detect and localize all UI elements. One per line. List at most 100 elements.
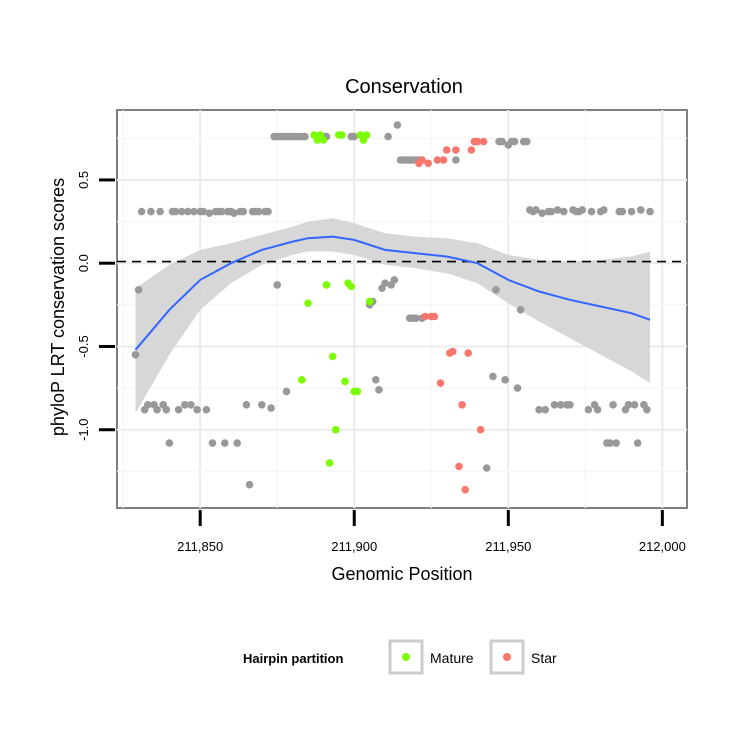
point-other bbox=[618, 207, 627, 216]
legend-title: Hairpin partition bbox=[243, 651, 343, 666]
point-other bbox=[482, 464, 491, 472]
point-other bbox=[489, 372, 497, 381]
point-mature bbox=[332, 425, 340, 434]
y-axis-title: phyloP LRT conservation scores bbox=[48, 178, 68, 436]
point-other bbox=[584, 405, 593, 414]
point-mature bbox=[362, 131, 371, 139]
point-other bbox=[627, 207, 636, 216]
point-other bbox=[547, 207, 556, 216]
point-star bbox=[418, 156, 426, 164]
point-mature bbox=[328, 352, 337, 361]
point-other bbox=[516, 306, 525, 314]
point-other bbox=[254, 207, 263, 216]
point-star bbox=[449, 347, 457, 356]
point-other bbox=[258, 401, 266, 409]
point-other bbox=[501, 376, 510, 384]
point-star bbox=[424, 159, 433, 168]
point-star bbox=[473, 137, 482, 146]
point-other bbox=[587, 207, 596, 216]
point-other bbox=[190, 207, 198, 216]
point-other bbox=[375, 386, 383, 394]
legend-star-marker bbox=[503, 653, 511, 661]
confidence-band bbox=[135, 218, 650, 414]
point-other bbox=[202, 405, 211, 414]
point-other bbox=[566, 401, 574, 409]
point-other bbox=[637, 206, 645, 214]
point-star bbox=[421, 312, 429, 321]
point-other bbox=[510, 137, 519, 146]
x-axis-title: Genomic Position bbox=[331, 564, 472, 584]
point-other bbox=[560, 207, 568, 216]
point-star bbox=[467, 146, 476, 154]
point-other bbox=[208, 439, 217, 447]
point-star bbox=[433, 156, 442, 164]
point-other bbox=[174, 405, 183, 414]
point-other bbox=[550, 401, 559, 409]
point-other bbox=[156, 207, 164, 216]
point-mature bbox=[298, 376, 306, 384]
point-other bbox=[523, 137, 531, 146]
point-other bbox=[390, 276, 399, 284]
point-other bbox=[492, 286, 500, 294]
legend: Hairpin partition Mature Star bbox=[243, 639, 557, 675]
x-tick-label: 212,000 bbox=[639, 539, 686, 554]
legend-mature-label: Mature bbox=[430, 650, 474, 666]
point-other bbox=[187, 401, 195, 409]
point-other bbox=[134, 286, 143, 294]
point-other bbox=[609, 401, 617, 409]
point-other bbox=[233, 439, 241, 447]
point-other bbox=[221, 439, 229, 447]
point-other bbox=[193, 405, 201, 414]
point-other bbox=[144, 401, 152, 409]
point-other bbox=[245, 480, 254, 489]
legend-star-label: Star bbox=[531, 650, 557, 666]
point-other bbox=[513, 384, 522, 392]
point-other bbox=[606, 439, 614, 447]
point-other bbox=[147, 207, 155, 216]
point-other bbox=[633, 439, 642, 447]
point-other bbox=[624, 401, 633, 409]
point-other bbox=[381, 279, 389, 288]
point-star bbox=[442, 146, 451, 154]
point-star bbox=[464, 349, 473, 357]
point-star bbox=[439, 156, 448, 164]
point-star bbox=[476, 425, 485, 434]
point-other bbox=[218, 207, 226, 216]
y-tick-label: -0.5 bbox=[76, 335, 91, 357]
point-other bbox=[538, 209, 546, 217]
point-other bbox=[181, 401, 189, 409]
point-other bbox=[350, 132, 359, 141]
point-other bbox=[541, 405, 550, 414]
point-other bbox=[643, 405, 651, 414]
chart-title: Conservation bbox=[345, 76, 463, 98]
point-other bbox=[162, 405, 171, 414]
point-other bbox=[301, 132, 309, 141]
point-star bbox=[461, 485, 470, 494]
point-other bbox=[578, 206, 586, 214]
point-other bbox=[184, 207, 192, 216]
data-points bbox=[131, 121, 654, 494]
point-star bbox=[455, 462, 463, 471]
y-tick-label: 0.5 bbox=[76, 171, 91, 189]
point-mature bbox=[325, 459, 334, 467]
point-other bbox=[612, 439, 620, 447]
x-tick-label: 211,950 bbox=[485, 539, 531, 554]
point-other bbox=[205, 209, 214, 217]
smooth-line bbox=[134, 235, 651, 351]
point-mature bbox=[319, 136, 328, 144]
y-axis: 0.5 0.0 -0.5 -1.0 bbox=[76, 171, 115, 441]
point-other bbox=[553, 206, 562, 214]
point-star bbox=[436, 379, 445, 387]
x-tick-label: 211,900 bbox=[331, 539, 377, 554]
point-mature bbox=[341, 377, 349, 386]
point-other bbox=[372, 376, 380, 384]
point-other bbox=[239, 207, 248, 216]
y-tick-label: 0.0 bbox=[76, 254, 91, 272]
point-other bbox=[273, 281, 282, 289]
point-other bbox=[267, 404, 275, 412]
point-other bbox=[630, 401, 639, 409]
point-other bbox=[532, 206, 540, 214]
point-other bbox=[131, 351, 140, 359]
point-other bbox=[600, 206, 608, 214]
